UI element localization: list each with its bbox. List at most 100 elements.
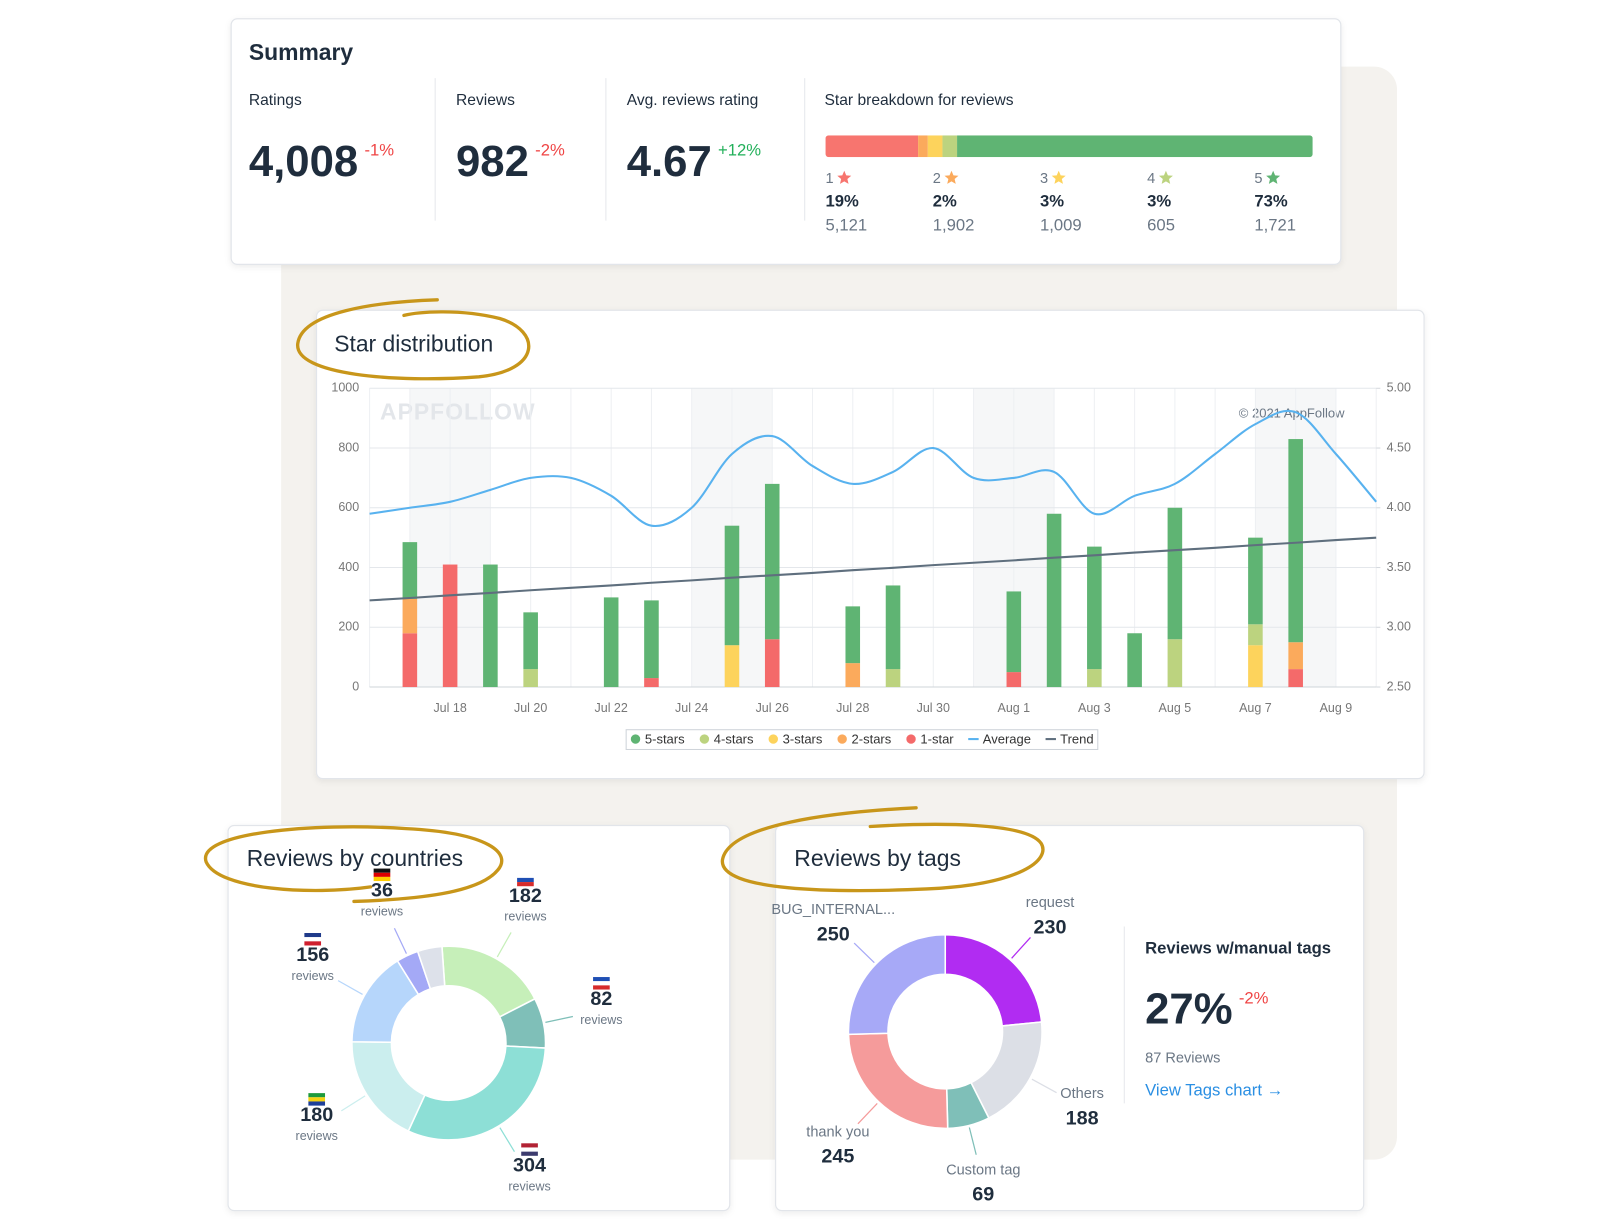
leader-line	[393, 927, 407, 954]
breakdown-count: 1,902	[933, 215, 975, 234]
slice-value: 156	[296, 944, 329, 966]
bar-segment	[885, 585, 901, 670]
legend-swatch	[837, 734, 847, 744]
bar-segment	[1248, 624, 1263, 646]
donut: request 230 Others 188 Custom tag 69 thank you…	[771, 895, 1104, 1206]
bar-segment	[1288, 669, 1303, 688]
bar-segment	[724, 525, 740, 646]
flag-stripe	[517, 882, 534, 887]
metric-change: -2%	[535, 140, 565, 159]
slice-caption: reviews	[508, 1179, 550, 1193]
bar-segment	[764, 483, 780, 640]
y-tick-label: 0	[352, 679, 359, 693]
y-tick-label: 800	[338, 440, 359, 454]
flag-stripe	[521, 1151, 538, 1156]
x-tick-label: Jul 24	[675, 701, 708, 715]
y-tick-label: 600	[338, 500, 359, 514]
slice-name: Custom tag	[946, 1162, 1020, 1178]
flag-stripe	[373, 868, 391, 873]
donut-slice	[407, 1045, 547, 1141]
y-tick-label: 200	[338, 620, 359, 634]
view-tags-link[interactable]: View Tags chart →	[1145, 1080, 1283, 1099]
breakdown-count: 1,009	[1040, 215, 1082, 234]
summary-title: Summary	[249, 39, 354, 65]
bar-segment	[1248, 645, 1263, 688]
star-icon	[837, 170, 852, 184]
metric-value: 982	[456, 137, 529, 186]
y2-tick-label: 5.00	[1387, 381, 1411, 395]
manual-tags-change: -2%	[1239, 989, 1269, 1008]
y2-tick-label: 4.00	[1387, 500, 1411, 514]
breakdown-percent: 3%	[1147, 191, 1171, 210]
bar-segment	[603, 597, 619, 688]
breakdown-segment	[957, 135, 1313, 158]
bar-segment	[402, 598, 418, 634]
slice-value: 304	[513, 1154, 546, 1176]
legend-label: Trend	[1060, 732, 1093, 747]
bar-segment	[644, 600, 659, 679]
highlight-ellipse	[720, 806, 1045, 893]
legend-swatch	[699, 734, 710, 744]
slice-value: 82	[590, 988, 612, 1010]
bar-segment	[644, 678, 659, 688]
legend-swatch	[630, 734, 641, 744]
y2-tick-label: 3.50	[1387, 560, 1411, 574]
slice-caption: reviews	[580, 1013, 622, 1027]
x-tick-label: Aug 7	[1239, 701, 1272, 715]
x-tick-label: Aug 1	[998, 701, 1031, 715]
y-tick-label: 1000	[331, 381, 359, 395]
legend-label: 5-stars	[645, 732, 685, 747]
leader-line	[853, 942, 875, 964]
flag-stripe	[593, 981, 610, 986]
slice-value: 180	[300, 1104, 333, 1126]
leader-line	[857, 1102, 878, 1125]
breakdown-count: 1,721	[1254, 215, 1296, 234]
x-tick-label: Jul 22	[595, 701, 628, 715]
slice-name: request	[1026, 895, 1075, 911]
flag-stripe	[593, 977, 610, 982]
bar-segment	[442, 564, 458, 688]
line-series	[369, 409, 1377, 528]
slice-caption: reviews	[504, 910, 546, 924]
metric-change: -1%	[364, 140, 394, 159]
breakdown-bar	[825, 135, 1313, 158]
distribution-title: Star distribution	[334, 331, 493, 357]
x-tick-label: Aug 5	[1159, 701, 1192, 715]
star-icon	[944, 170, 959, 184]
bar-segment	[724, 645, 740, 688]
bar-segment	[523, 612, 538, 670]
star-level: 1	[826, 171, 834, 187]
distribution-card	[315, 309, 1425, 780]
legend-label: 4-stars	[714, 732, 754, 747]
slice-value: 36	[371, 880, 393, 902]
leader-line	[341, 1095, 366, 1112]
breakdown-percent: 3%	[1040, 191, 1064, 210]
metric-label: Avg. reviews rating	[627, 92, 759, 109]
bar-segment	[523, 669, 538, 688]
star-level: 3	[1040, 171, 1048, 187]
legend-swatch	[906, 734, 916, 744]
leader-line	[337, 980, 363, 995]
breakdown-percent: 19%	[826, 191, 860, 210]
flag-stripe	[308, 1093, 326, 1098]
flag-stripe	[521, 1147, 538, 1152]
leader-line	[545, 1015, 574, 1023]
summary-card	[230, 18, 1342, 266]
x-tick-label: Jul 26	[756, 701, 789, 715]
flag-stripe	[521, 1143, 538, 1148]
slice-value: 250	[817, 923, 850, 945]
manual-tags-caption: 87 Reviews	[1145, 1050, 1220, 1066]
slice-value: 188	[1066, 1107, 1099, 1129]
metric-value: 4,008	[249, 137, 358, 186]
metric-label: Reviews	[456, 92, 515, 109]
bar-segment	[1046, 513, 1062, 688]
flag-stripe	[308, 1101, 326, 1106]
y2-tick-label: 2.50	[1387, 679, 1411, 693]
breakdown-percent: 73%	[1254, 191, 1288, 210]
x-tick-label: Aug 9	[1320, 701, 1353, 715]
slice-value: 230	[1034, 917, 1067, 939]
x-tick-label: Aug 3	[1078, 701, 1111, 715]
countries-title: Reviews by countries	[247, 845, 463, 871]
slice-name: Others	[1060, 1086, 1104, 1102]
